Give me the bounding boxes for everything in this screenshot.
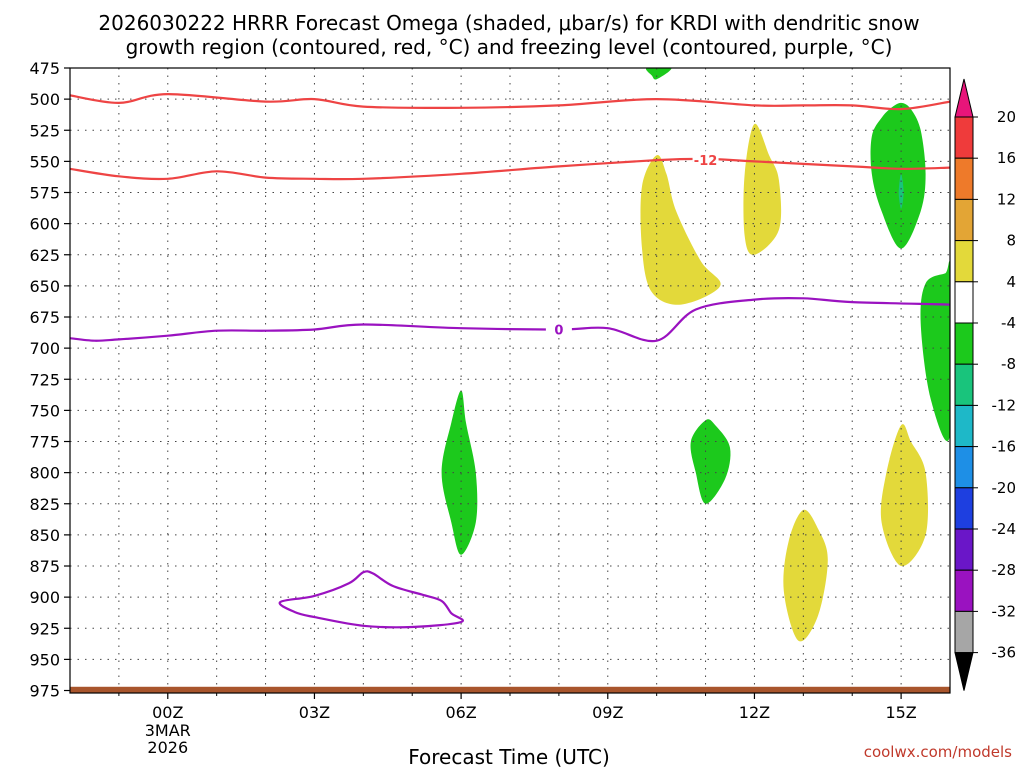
chart-title-line-2: growth region (contoured, red, °C) and f… <box>126 35 893 59</box>
y-tick-label-625: 625 <box>29 246 60 265</box>
colorbar-swatch-2 <box>954 157 974 200</box>
omega-shaded-regions <box>441 68 950 642</box>
colorbar-label-7: -12 <box>992 396 1017 414</box>
x-tick-label-12Z: 12Z <box>739 703 770 722</box>
contour-label-bg-3 <box>545 320 572 337</box>
omega-region-10 <box>783 509 828 642</box>
contour-line-4 <box>278 570 464 629</box>
omega-region-2 <box>870 102 926 249</box>
x-tick-sublabel-3MAR: 3MAR <box>145 721 191 740</box>
colorbar-label-11: -28 <box>992 561 1017 579</box>
contour-label-3: 0 <box>554 323 563 338</box>
colorbar-swatch-7 <box>954 363 974 406</box>
y-tick-label-800: 800 <box>29 464 60 483</box>
x-tick-label-15Z: 15Z <box>885 703 916 722</box>
credit-text: coolwx.com/models <box>864 743 1012 761</box>
omega-region-5 <box>441 390 478 555</box>
colorbar-label-3: 8 <box>1006 232 1016 250</box>
colorbar-label-9: -20 <box>992 479 1017 497</box>
colorbar: 20 16 12 8 4 -4 -8 -12 -16 -20 -24 -28 -32 -36 <box>954 78 1017 691</box>
contour-line-2 <box>70 157 950 181</box>
colorbar-swatch-4 <box>954 240 974 283</box>
omega-region-3 <box>898 173 904 209</box>
x-tick-label-06Z: 06Z <box>445 703 476 722</box>
x-tick-label-09Z: 09Z <box>592 703 623 722</box>
colorbar-label-12: -32 <box>992 602 1017 620</box>
y-tick-label-600: 600 <box>29 215 60 234</box>
contour-label-bg-2 <box>692 151 719 168</box>
colorbar-swatch-1 <box>954 116 974 159</box>
colorbar-top-arrow <box>954 78 974 118</box>
contour-label-2: -12 <box>694 154 718 169</box>
temperature-contours: -12 0 <box>70 92 950 629</box>
y-tick-label-700: 700 <box>29 339 60 358</box>
y-tick-label-525: 525 <box>29 121 60 140</box>
omega-region-4 <box>920 261 950 442</box>
ground-fill <box>70 686 950 693</box>
y-tick-label-950: 950 <box>29 650 60 669</box>
y-tick-label-975: 975 <box>29 682 60 701</box>
y-axis-ticks: 475 500 525 550 575 600 625 650 675 700 725 750 775 8… <box>29 59 70 701</box>
colorbar-label-8: -16 <box>992 438 1017 456</box>
colorbar-bottom-arrow <box>954 652 974 691</box>
y-tick-label-725: 725 <box>29 370 60 389</box>
x-tick-label-00Z: 00Z <box>152 703 183 722</box>
y-tick-label-575: 575 <box>29 184 60 203</box>
omega-region-7 <box>640 154 721 305</box>
y-tick-label-875: 875 <box>29 557 60 576</box>
colorbar-label-1: 16 <box>997 149 1016 167</box>
y-tick-label-475: 475 <box>29 59 60 78</box>
y-tick-label-500: 500 <box>29 90 60 109</box>
colorbar-label-0: 20 <box>997 108 1016 126</box>
contour-line-1 <box>70 92 950 111</box>
chart-title-line-1: 2026030222 HRRR Forecast Omega (shaded, … <box>98 11 919 35</box>
x-tick-label-03Z: 03Z <box>299 703 330 722</box>
x-tick-sublabel-2026: 2026 <box>147 738 188 757</box>
colorbar-swatch-3 <box>954 198 974 242</box>
colorbar-label-2: 12 <box>997 190 1016 208</box>
colorbar-swatch-13 <box>954 610 974 654</box>
colorbar-label-5: -4 <box>1001 314 1016 332</box>
colorbar-swatch-6 <box>954 322 974 365</box>
y-tick-label-675: 675 <box>29 308 60 327</box>
omega-region-8 <box>743 123 782 255</box>
omega-region-1 <box>646 68 672 80</box>
colorbar-label-4: 4 <box>1006 273 1016 291</box>
contour-line-3 <box>70 296 950 343</box>
ground-surface <box>70 686 950 693</box>
x-axis-label: Forecast Time (UTC) <box>408 745 610 768</box>
y-tick-label-750: 750 <box>29 401 60 420</box>
omega-region-9 <box>880 424 929 567</box>
y-tick-label-925: 925 <box>29 619 60 638</box>
colorbar-swatch-8 <box>954 404 974 448</box>
colorbar-swatch-11 <box>954 528 974 571</box>
colorbar-swatch-12 <box>954 569 974 612</box>
y-tick-label-900: 900 <box>29 588 60 607</box>
y-tick-label-850: 850 <box>29 526 60 545</box>
colorbar-swatch-5 <box>954 281 974 324</box>
y-tick-label-550: 550 <box>29 152 60 171</box>
colorbar-label-6: -8 <box>1001 355 1016 373</box>
colorbar-swatch-9 <box>954 446 974 489</box>
y-tick-label-650: 650 <box>29 277 60 296</box>
omega-region-6 <box>690 419 731 504</box>
colorbar-label-10: -24 <box>992 520 1017 538</box>
colorbar-swatch-10 <box>954 487 974 530</box>
colorbar-label-13: -36 <box>992 644 1017 662</box>
y-tick-label-825: 825 <box>29 495 60 514</box>
y-tick-label-775: 775 <box>29 433 60 452</box>
